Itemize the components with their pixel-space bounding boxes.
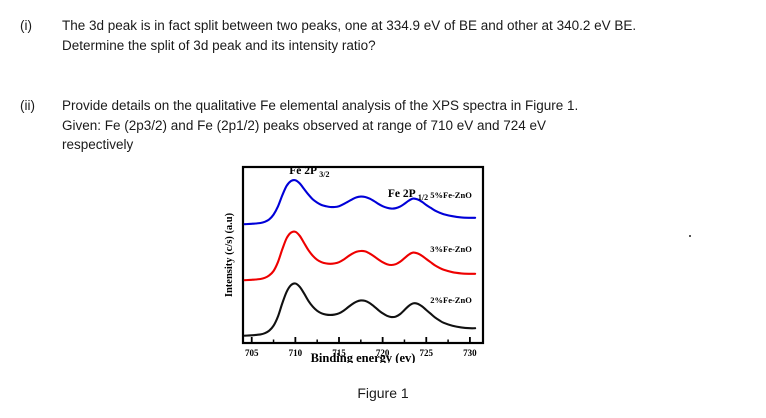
x-axis-tick-label: 730 (463, 348, 477, 358)
x-axis-tick-labels: 705 710 715 720 725 730 (245, 348, 477, 358)
xps-figure: 5%Fe-ZnO 3%Fe-ZnO 2%Fe-ZnO Fe 2P 3/2 Fe 2P 1/… (218, 163, 518, 378)
x-axis-tick-label: 720 (376, 348, 390, 358)
spectrum-curve-2pctfe-zno (243, 282, 477, 337)
y-axis-title: Intensity (c/s) (a.u) (224, 212, 235, 297)
x-axis-title: Binding energy (ev) (311, 351, 416, 363)
spectra-curves (243, 178, 477, 337)
figure-caption: Figure 1 (357, 385, 409, 401)
question-ii-line-2: Given: Fe (2p3/2) and Fe (2p1/2) peaks o… (62, 117, 547, 133)
peak-annotation-subscript: 1/2 (418, 193, 428, 202)
question-i-text: The 3d peak is in fact split between two… (62, 18, 637, 53)
peak-annotation: Fe 2P 1/2 (388, 188, 428, 202)
series-label-3pctfe-zno: 3%Fe-ZnO (430, 244, 472, 254)
peak-annotations: Fe 2P 3/2Fe 2P 1/2 (289, 165, 428, 202)
question-item-ii: (ii) Provide details on the qualitative … (20, 96, 720, 155)
x-axis-tick-label: 725 (420, 348, 434, 358)
peak-annotation-label: Fe 2P (289, 165, 317, 177)
question-ii-marker: (ii) (20, 98, 35, 113)
peak-annotation: Fe 2P 3/2 (289, 165, 329, 179)
x-axis-tick-label: 705 (245, 348, 259, 358)
x-axis-ticks (250, 337, 471, 343)
series-label-2pctfe-zno: 2%Fe-ZnO (430, 295, 472, 305)
question-ii-line-1: Provide details on the qualitative Fe el… (62, 98, 579, 113)
spectrum-curve-3pctfe-zno (243, 230, 477, 282)
spectrum-curve-5pctfe-zno (243, 178, 477, 226)
question-ii-line-3: respectively (62, 137, 134, 152)
question-i-marker: (i) (20, 18, 32, 33)
series-labels: 5%Fe-ZnO 3%Fe-ZnO 2%Fe-ZnO (430, 190, 472, 305)
question-ii-text: Provide details on the qualitative Fe el… (62, 96, 676, 155)
question-item-i: (i) The 3d peak is in fact split between… (20, 16, 720, 55)
series-label-5pctfe-zno: 5%Fe-ZnO (430, 190, 472, 200)
page-speck-artifact (689, 235, 691, 237)
peak-annotation-subscript: 3/2 (319, 170, 329, 179)
x-axis-tick-label: 715 (332, 348, 346, 358)
peak-annotation-label: Fe 2P (388, 188, 416, 200)
x-axis-tick-label: 710 (289, 348, 303, 358)
